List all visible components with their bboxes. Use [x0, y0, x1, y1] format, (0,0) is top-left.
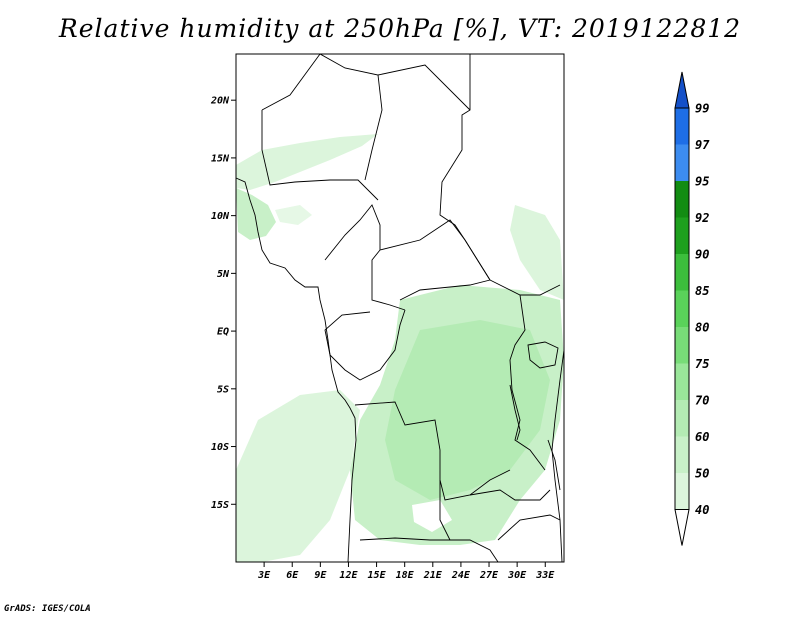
- lon-tick-label: 33E: [535, 570, 555, 581]
- colorbar-box: [675, 400, 689, 437]
- colorbar-label: 70: [695, 394, 709, 408]
- lat-tick-label: EQ: [217, 327, 229, 338]
- border-drc-east: [489, 279, 561, 471]
- colorbar-box: [675, 217, 689, 254]
- humidity-area-westcoast: [236, 188, 276, 240]
- colorbar-label: 85: [695, 284, 709, 298]
- colorbar-box: [675, 108, 689, 145]
- humidity-area-southwest: [236, 390, 360, 562]
- lat-tick-label: 15S: [211, 500, 229, 511]
- colorbar-box: [675, 181, 689, 218]
- lon-tick-label: 30E: [507, 570, 527, 581]
- colorbar-frame: [674, 107, 690, 510]
- colorbar-top-arrow: [674, 71, 690, 109]
- lake-tanganyika: [509, 384, 521, 441]
- colorbar-label: 40: [695, 503, 709, 517]
- colorbar-box: [675, 144, 689, 181]
- lake-victoria: [527, 341, 559, 369]
- lake-malawi: [547, 439, 561, 491]
- colorbar-label: 50: [695, 467, 709, 481]
- map-panel: 20N 15N 10N 5N EQ 5S 10S 15S 3E 6E 9E 12E 15E 18E 21E…: [210, 53, 565, 581]
- colorbar-label: 80: [695, 321, 709, 335]
- border-niger-nigeria: [261, 53, 379, 201]
- colorbar-label: 97: [695, 138, 710, 152]
- colorbar-label: 60: [695, 430, 709, 444]
- border-angola: [354, 401, 511, 501]
- colorbar-bottom-arrow: [674, 509, 690, 546]
- coastline-west-africa: [235, 177, 357, 563]
- humidity-area-central: [385, 320, 550, 500]
- lon-tick-label: 9E: [314, 570, 327, 581]
- boundaries: [235, 53, 565, 563]
- lon-tick-label: 12E: [339, 570, 358, 581]
- colorbar-box: [675, 254, 689, 291]
- humidity-shading: [236, 134, 564, 562]
- colorbar-label: 95: [695, 175, 709, 189]
- border-zimbabwe: [497, 514, 561, 541]
- colorbar-box: [675, 290, 689, 327]
- lon-tick-label: 6E: [286, 570, 299, 581]
- lon-tick-label: 18E: [396, 570, 415, 581]
- humidity-area-niger: [275, 205, 312, 225]
- lat-tick-label: 20N: [210, 96, 230, 107]
- humidity-area-sahel: [236, 134, 378, 190]
- lon-tick-label: 15E: [368, 570, 387, 581]
- border-zambia: [469, 489, 551, 501]
- humidity-area-east-north: [510, 205, 564, 300]
- colorbar-box: [675, 436, 689, 473]
- colorbar-label: 90: [695, 248, 709, 262]
- lat-tick-label: 5S: [217, 384, 229, 395]
- colorbar-label: 75: [695, 357, 709, 371]
- colorbar-label: 92: [695, 211, 709, 225]
- lon-tick-label: 21E: [423, 570, 443, 581]
- lat-tick-label: 5N: [217, 269, 230, 280]
- lon-tick-label: 24E: [451, 570, 471, 581]
- border-chad: [377, 64, 471, 111]
- border-congo-drc: [324, 309, 406, 381]
- lat-tick-label: 10N: [211, 211, 230, 222]
- credit-label: GrADS: IGES/COLA: [4, 604, 91, 614]
- lat-tick-label: 15N: [211, 153, 230, 164]
- border-east-coast: [551, 349, 565, 563]
- latitude-ticks: 20N 15N 10N 5N EQ 5S 10S 15S: [210, 96, 236, 511]
- colorbar-box: [675, 473, 689, 510]
- longitude-ticks: 3E 6E 9E 12E 15E 18E 21E 24E 27E 30E 33E: [257, 562, 555, 581]
- map-title: Relative humidity at 250hPa [%], VT: 201…: [58, 14, 742, 43]
- colorbar-box: [675, 363, 689, 400]
- border-namibia-botswana: [359, 480, 499, 563]
- map-frame: [235, 53, 565, 563]
- colorbar-label: 99: [695, 102, 709, 116]
- border-nigeria-cameroon: [324, 204, 406, 311]
- lon-tick-label: 27E: [479, 570, 499, 581]
- colorbar-box: [675, 327, 689, 364]
- colorbar: 99 97 95 92 90 85 80 75 70 60 50 40: [674, 71, 710, 546]
- lon-tick-label: 3E: [257, 570, 271, 581]
- lat-tick-label: 10S: [211, 442, 229, 453]
